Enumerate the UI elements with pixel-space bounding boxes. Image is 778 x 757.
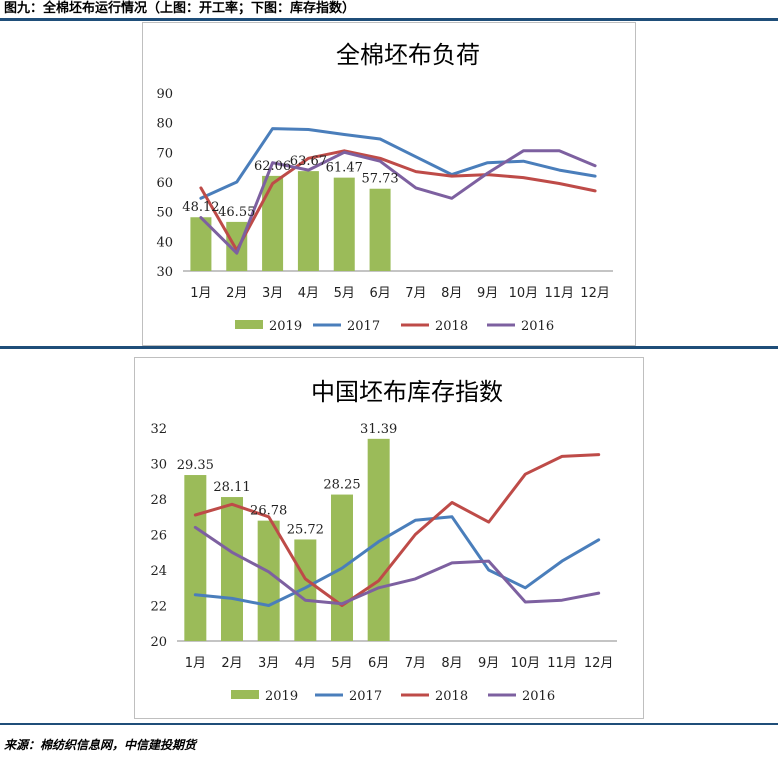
y-tick-label: 26 (150, 529, 167, 544)
line-2016 (199, 149, 597, 255)
x-tick-label: 10月 (511, 656, 541, 671)
bar-2019 (190, 217, 212, 271)
x-tick-label: 6月 (368, 656, 389, 671)
legend-label-2019: 2019 (265, 689, 298, 704)
legend-swatch-2019 (231, 690, 259, 699)
x-tick-label: 2月 (221, 656, 242, 671)
x-tick-label: 12月 (580, 286, 610, 301)
bar-2019 (294, 539, 317, 641)
bar-data-label: 31.39 (360, 422, 397, 437)
bar-data-label: 57.73 (361, 172, 398, 187)
chart-title: 中国坯布库存指数 (311, 378, 503, 406)
legend-label-2016: 2016 (522, 689, 555, 704)
middle-rule (0, 346, 778, 349)
x-tick-label: 7月 (405, 656, 426, 671)
y-tick-label: 28 (150, 493, 167, 508)
bar-2019 (297, 171, 319, 271)
x-tick-label: 2月 (226, 286, 247, 301)
y-tick-label: 70 (156, 146, 173, 161)
x-tick-label: 11月 (544, 286, 574, 301)
legend-label-2017: 2017 (347, 319, 380, 334)
x-tick-label: 4月 (298, 286, 319, 301)
bar-2019 (333, 177, 355, 271)
x-tick-label: 11月 (547, 656, 577, 671)
source-note: 来源：棉纺织信息网，中信建投期货 (4, 738, 197, 752)
legend-label-2019: 2019 (269, 319, 302, 334)
bar-2019 (221, 497, 243, 641)
y-tick-label: 30 (156, 265, 173, 280)
load-chart: 全棉坯布负荷 30 40 50 60 70 80 90 1月 2月 3月 4月 5月 6月 7月 8月 9月 10… (156, 41, 613, 334)
x-tick-label: 3月 (262, 286, 283, 301)
bar-data-label: 25.72 (287, 522, 324, 537)
x-tick-label: 10月 (509, 286, 539, 301)
x-tick-label: 9月 (477, 286, 498, 301)
bar-data-label: 48.12 (182, 200, 219, 215)
bar-data-label: 26.78 (250, 504, 287, 519)
load-chart-panel: 全棉坯布负荷 30 40 50 60 70 80 90 1月 2月 3月 4月 5月 6月 7月 8月 9月 10… (142, 22, 636, 346)
legend-label-2017: 2017 (349, 689, 382, 704)
bar-data-label: 62.06 (254, 159, 291, 174)
bar-2019 (369, 188, 391, 271)
bar-2019 (257, 520, 280, 641)
x-tick-label: 4月 (295, 656, 316, 671)
bar-2019 (226, 221, 248, 271)
inventory-chart: 中国坯布库存指数 20 22 24 26 28 30 32 1月 2月 3月 4月 5月 6月 7月 8月 9月… (150, 378, 617, 704)
x-tick-label: 5月 (334, 286, 355, 301)
y-tick-label: 50 (156, 206, 173, 221)
bar-2019 (262, 175, 284, 271)
y-tick-label: 20 (150, 635, 167, 650)
top-rule (0, 18, 778, 21)
inventory-chart-panel: 中国坯布库存指数 20 22 24 26 28 30 32 1月 2月 3月 4月 5月 6月 7月 8月 9月… (134, 357, 644, 719)
y-tick-label: 80 (156, 117, 173, 132)
line-2016 (193, 525, 601, 606)
legend-label-2018: 2018 (435, 319, 468, 334)
x-tick-label: 12月 (584, 656, 614, 671)
y-tick-label: 30 (150, 458, 167, 473)
legend-swatch-2019 (235, 320, 263, 329)
y-tick-label: 40 (156, 235, 173, 250)
bar-data-label: 28.25 (323, 478, 360, 493)
x-tick-label: 1月 (185, 656, 206, 671)
y-tick-label: 90 (156, 87, 173, 102)
bar-data-label: 63.67 (290, 154, 327, 169)
x-tick-label: 5月 (331, 656, 352, 671)
legend-label-2018: 2018 (435, 689, 468, 704)
figure-title: 图九：全棉坯布运行情况（上图：开工率；下图：库存指数） (4, 1, 356, 16)
y-tick-label: 24 (150, 564, 167, 579)
line-2018 (199, 149, 597, 252)
x-tick-label: 8月 (441, 656, 462, 671)
bar-data-label: 28.11 (213, 480, 250, 495)
x-tick-label: 9月 (478, 656, 499, 671)
x-tick-label: 3月 (258, 656, 279, 671)
x-tick-label: 8月 (441, 286, 462, 301)
x-tick-label: 6月 (369, 286, 390, 301)
y-tick-label: 60 (156, 176, 173, 191)
legend-label-2016: 2016 (521, 319, 554, 334)
line-2017 (199, 127, 597, 200)
x-tick-label: 7月 (405, 286, 426, 301)
bar-2019 (184, 475, 207, 641)
y-tick-label: 32 (150, 422, 167, 437)
x-tick-label: 1月 (190, 286, 211, 301)
bar-data-label: 46.55 (218, 205, 255, 220)
bar-data-label: 61.47 (326, 161, 363, 176)
chart-title: 全棉坯布负荷 (336, 41, 480, 69)
bottom-rule (0, 723, 778, 725)
bar-data-label: 29.35 (177, 458, 214, 473)
y-tick-label: 22 (150, 600, 167, 615)
line-2017 (193, 515, 601, 607)
line-2018 (193, 453, 601, 607)
